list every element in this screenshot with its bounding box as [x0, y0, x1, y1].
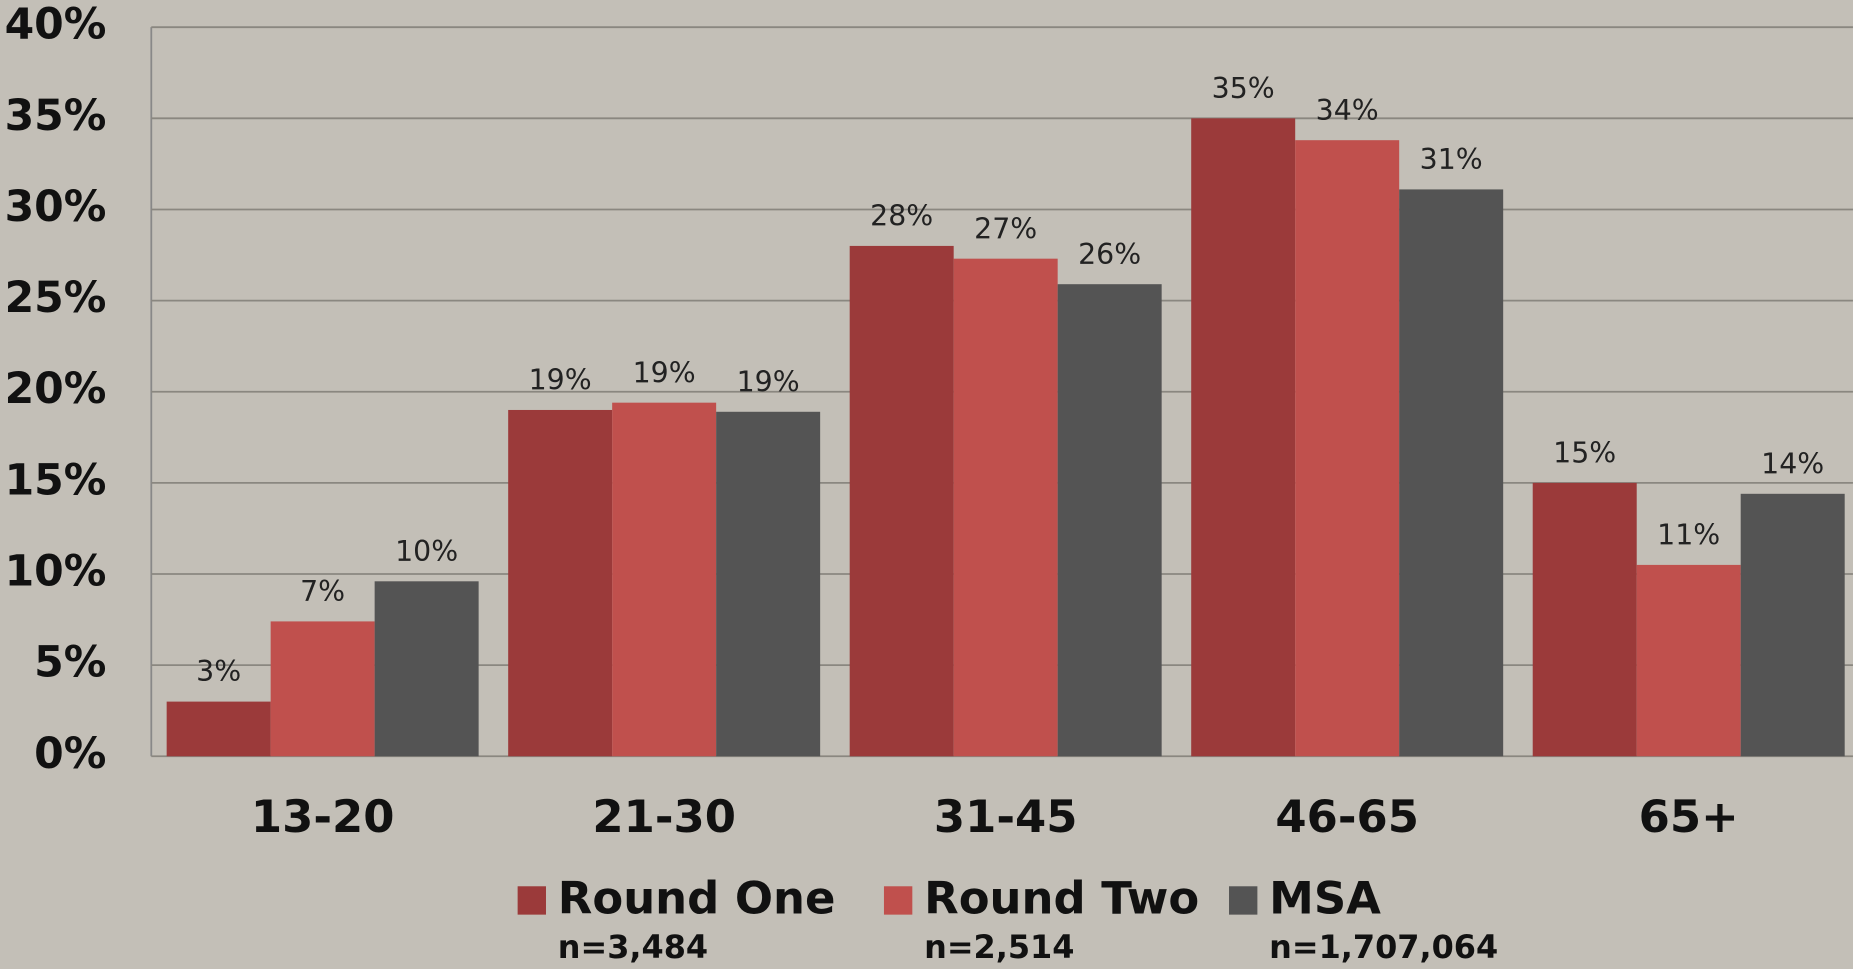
legend-label: Round One: [558, 872, 836, 925]
legend-swatch: [883, 886, 913, 915]
legend-label: MSA: [1269, 872, 1381, 925]
value-label: 15%: [1553, 437, 1616, 470]
bar: [1636, 564, 1741, 757]
bar: [1532, 482, 1637, 757]
y-tick-label: 10%: [5, 548, 107, 597]
y-tick-label: 0%: [34, 730, 106, 779]
value-label: 7%: [300, 575, 345, 608]
bar: [166, 701, 271, 757]
legend-label: Round Two: [924, 872, 1199, 925]
legend-sample: n=2,514: [924, 928, 1074, 966]
bar: [1191, 118, 1296, 757]
value-label: 27%: [974, 212, 1037, 245]
x-tick-label: 65+: [1639, 790, 1739, 843]
y-tick-label: 20%: [5, 365, 107, 414]
bar: [508, 409, 613, 757]
x-tick-label: 46-65: [1275, 790, 1419, 843]
bar: [1057, 284, 1162, 757]
value-label: 3%: [196, 655, 241, 688]
y-tick-label: 30%: [5, 183, 107, 232]
value-label: 19%: [737, 365, 800, 398]
legend-swatch: [1229, 886, 1258, 915]
value-label: 35%: [1212, 72, 1275, 105]
x-tick-label: 31-45: [934, 790, 1078, 843]
y-tick-label: 15%: [5, 456, 107, 505]
y-tick-label: 35%: [5, 92, 107, 141]
legend-swatch: [517, 886, 546, 915]
bar: [849, 245, 954, 757]
bar: [1399, 189, 1504, 757]
y-tick-label: 25%: [5, 274, 107, 323]
legend-sample: n=3,484: [558, 928, 708, 966]
bar: [716, 411, 821, 757]
value-label: 19%: [633, 356, 696, 389]
x-tick-label: 13-20: [251, 790, 395, 843]
value-label: 10%: [395, 535, 458, 568]
bar: [612, 402, 717, 757]
bar: [1740, 493, 1845, 757]
value-label: 26%: [1078, 238, 1141, 271]
bar: [1295, 140, 1400, 757]
bar: [270, 621, 375, 757]
bar: [374, 581, 479, 757]
value-label: 28%: [870, 200, 933, 233]
bar: [953, 258, 1058, 757]
legend-sample: n=1,707,064: [1269, 928, 1498, 966]
y-tick-label: 40%: [5, 1, 107, 50]
x-tick-label: 21-30: [592, 790, 736, 843]
y-tick-label: 5%: [34, 639, 106, 688]
value-label: 19%: [529, 364, 592, 397]
value-label: 34%: [1316, 94, 1379, 127]
value-label: 11%: [1657, 519, 1720, 552]
value-label: 14%: [1761, 447, 1824, 480]
value-label: 31%: [1420, 143, 1483, 176]
